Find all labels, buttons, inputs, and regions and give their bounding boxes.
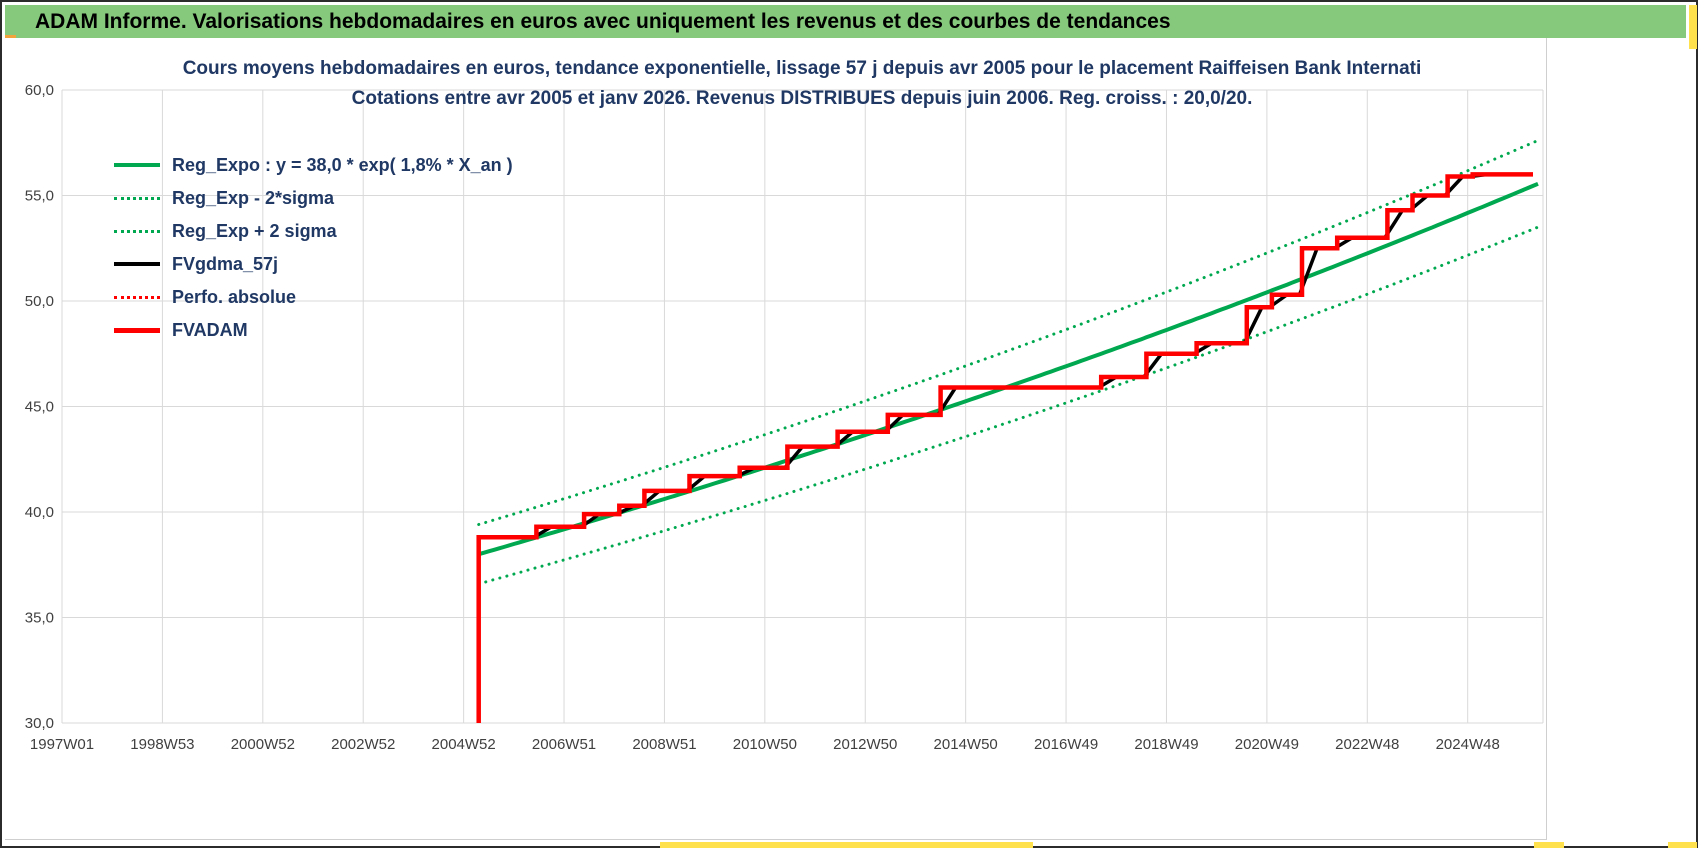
legend-label: Reg_Exp - 2*sigma [172, 187, 335, 208]
legend-label: Perfo. absolue [172, 286, 297, 307]
legend-item-5: FVADAM [114, 319, 513, 341]
legend-line-sample [114, 327, 160, 333]
spreadsheet-accent-yellow-bottom-3 [1668, 842, 1697, 848]
legend-label: FVADAM [172, 319, 248, 340]
spreadsheet-accent-yellow-top-right [1689, 5, 1697, 49]
header-title: ADAM Informe. Valorisations hebdomadaire… [35, 9, 1171, 33]
legend-item-2: Reg_Exp + 2 sigma [114, 220, 513, 242]
chart-title-block: Cours moyens hebdomadaires en euros, ten… [142, 54, 1462, 115]
chart-title: Cours moyens hebdomadaires en euros, ten… [182, 58, 1422, 79]
legend-line-sample [114, 229, 160, 233]
legend-item-1: Reg_Exp - 2*sigma [114, 187, 513, 209]
legend-item-4: Perfo. absolue [114, 286, 513, 308]
legend-label: Reg_Expo : y = 38,0 * exp( 1,8% * X_an ) [172, 154, 513, 175]
legend-item-0: Reg_Expo : y = 38,0 * exp( 1,8% * X_an ) [114, 154, 513, 176]
chart-subtitle: Cotations entre avr 2005 et janv 2026. R… [351, 88, 1253, 110]
header-bar: ADAM Informe. Valorisations hebdomadaire… [5, 5, 1686, 38]
spreadsheet-accent-yellow-bottom [660, 842, 1033, 848]
legend-item-3: FVgdma_57j [114, 253, 513, 275]
legend-line-sample [114, 295, 160, 299]
chart-legend: Reg_Expo : y = 38,0 * exp( 1,8% * X_an )… [114, 154, 513, 341]
legend-label: FVgdma_57j [172, 253, 279, 274]
legend-label: Reg_Exp + 2 sigma [172, 220, 337, 241]
legend-line-sample [114, 163, 160, 167]
legend-line-sample [114, 262, 160, 266]
legend-line-sample [114, 196, 160, 200]
spreadsheet-accent-yellow-bottom-2 [1534, 842, 1564, 848]
